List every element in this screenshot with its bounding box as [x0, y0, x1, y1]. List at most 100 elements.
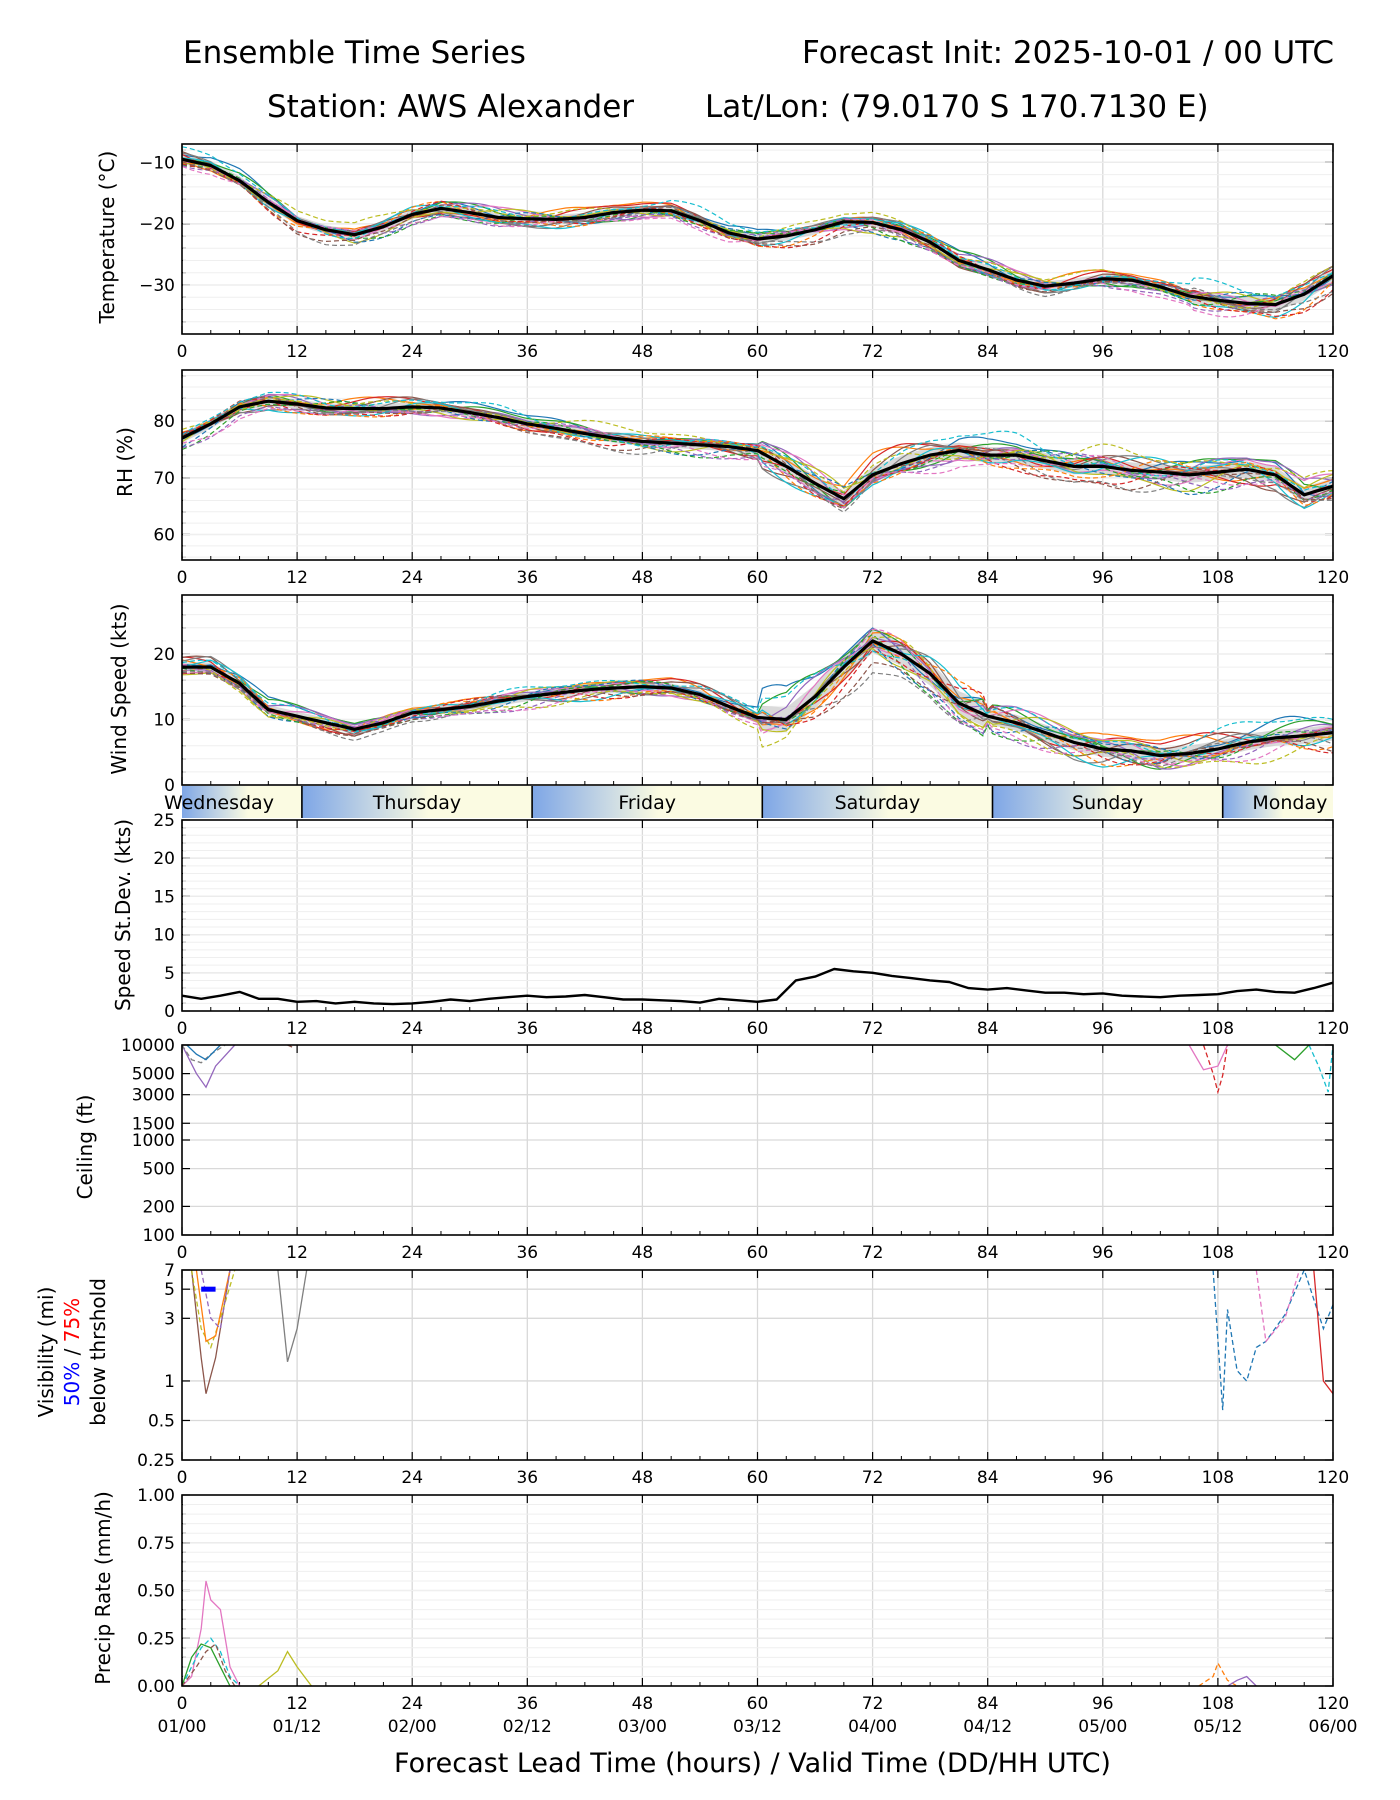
x-tick-label: 84 [977, 568, 999, 588]
wind-mean-line [182, 639, 1333, 758]
x-tick-label: 120 [1317, 342, 1349, 362]
x-tick-label: 60 [747, 1694, 769, 1714]
x-tick-label: 36 [516, 1468, 538, 1488]
y-tick-label: 0.25 [137, 1629, 175, 1649]
panel-frame [181, 1044, 1334, 1236]
x-tick-label: 84 [977, 1243, 999, 1263]
x-tick-label: 36 [516, 1694, 538, 1714]
wind-member-line [182, 628, 1333, 767]
precip-member-line [1198, 1661, 1238, 1686]
x-tick-label: 120 [1317, 1468, 1349, 1488]
y-tick-label: 20 [153, 645, 175, 665]
rh-member-line [182, 399, 1333, 507]
wind-member-line [182, 661, 1333, 766]
precip-member-line [1227, 1675, 1257, 1686]
x-tick-label: 24 [401, 568, 423, 588]
x-tick-label: 120 [1317, 1243, 1349, 1263]
x-tick-label: 0 [177, 1468, 188, 1488]
x-tick-label: 72 [862, 568, 884, 588]
valid-time-label: 04/12 [963, 1717, 1012, 1737]
day-label: Wednesday [164, 792, 274, 814]
y-tick-label: 0.75 [137, 1534, 175, 1554]
y-tick-label: 1000 [132, 1131, 175, 1151]
wind-member-line [182, 650, 1333, 755]
y-tick-label: 20 [153, 849, 175, 869]
y-tick-label: 10 [153, 710, 175, 730]
temperature-member-line [182, 165, 1333, 312]
ceiling-member-line [182, 1045, 236, 1089]
temperature-series [182, 146, 1333, 320]
visibility-member-line [190, 1270, 236, 1350]
valid-time-label: 01/00 [158, 1717, 207, 1737]
x-tick-label: 0 [177, 342, 188, 362]
precip-member-line [182, 1643, 231, 1686]
ceiling-member-line [182, 1045, 226, 1064]
day-label: Thursday [372, 792, 461, 814]
x-tick-label: 72 [862, 1019, 884, 1039]
day-label: Saturday [835, 792, 921, 814]
y-tick-label: 1500 [132, 1114, 175, 1134]
forecast-init-label: Forecast Init: 2025-10-01 / 00 UTC [802, 35, 1334, 71]
x-tick-label: 48 [632, 1694, 654, 1714]
y-tick-label: 5 [164, 964, 175, 984]
x-tick-label: 96 [1092, 1243, 1114, 1263]
ceiling-member-line [1188, 1045, 1229, 1071]
x-tick-label: 96 [1092, 568, 1114, 588]
x-tick-label: 36 [516, 568, 538, 588]
day-segment [992, 786, 1223, 818]
latlon-label: Lat/Lon: (79.0170 S 170.7130 E) [705, 89, 1209, 125]
x-tick-label: 0 [177, 1694, 188, 1714]
x-tick-label: 60 [747, 342, 769, 362]
x-tick-label: 24 [401, 1468, 423, 1488]
temperature-member-line [182, 164, 1333, 306]
day-label: Monday [1252, 792, 1327, 814]
y-tick-label: 70 [153, 469, 175, 489]
rh-member-line [182, 391, 1333, 501]
day-segment [1222, 786, 1333, 818]
visibility-member-line [277, 1270, 308, 1362]
x-axis-label: Forecast Lead Time (hours) / Valid Time … [394, 1748, 1111, 1779]
precip-member-line [258, 1650, 313, 1686]
y-tick-label: 0.25 [137, 1451, 175, 1471]
rh-mean-line [182, 399, 1333, 501]
panel-frame [181, 143, 1334, 335]
x-tick-label: 96 [1092, 1019, 1114, 1039]
y-tick-label: 1.00 [137, 1486, 175, 1506]
x-tick-label: 108 [1202, 568, 1234, 588]
panel-frame [181, 369, 1334, 561]
panel-frame [181, 819, 1334, 1012]
y-tick-label: 5 [164, 1280, 175, 1300]
visibility-member-line [1255, 1270, 1301, 1343]
visibility-series [190, 1270, 1333, 1411]
x-tick-label: 84 [977, 1694, 999, 1714]
ceiling-member-line [1308, 1045, 1333, 1093]
y-tick-label: 0.5 [148, 1411, 175, 1431]
x-tick-label: 72 [862, 342, 884, 362]
valid-time-label: 02/00 [388, 1717, 437, 1737]
x-tick-label: 36 [516, 1019, 538, 1039]
precip-member-line [182, 1580, 241, 1686]
x-tick-label: 12 [286, 1694, 308, 1714]
x-tick-label: 12 [286, 1019, 308, 1039]
x-tick-label: 48 [632, 1468, 654, 1488]
x-tick-label: 60 [747, 568, 769, 588]
x-tick-label: 36 [516, 1243, 538, 1263]
x-tick-label: 12 [286, 568, 308, 588]
ceiling-member-line [1275, 1045, 1310, 1061]
valid-time-label: 03/00 [618, 1717, 667, 1737]
y-tick-label: −20 [139, 215, 175, 235]
y-tick-label: 10 [153, 926, 175, 946]
valid-time-label: 06/00 [1309, 1717, 1358, 1737]
chart-title: Ensemble Time Series [183, 35, 526, 71]
visibility-member-line [1212, 1270, 1333, 1411]
x-tick-label: 48 [632, 1243, 654, 1263]
day-label: Sunday [1072, 792, 1143, 814]
temperature-mean-line [182, 157, 1333, 307]
x-tick-label: 0 [177, 1019, 188, 1039]
day-segment [301, 786, 533, 818]
x-tick-label: 96 [1092, 1468, 1114, 1488]
ceiling-series [182, 1045, 1333, 1095]
ceiling-member-line [186, 1045, 221, 1061]
visibility-member-line [195, 1270, 231, 1343]
x-tick-label: 72 [862, 1243, 884, 1263]
